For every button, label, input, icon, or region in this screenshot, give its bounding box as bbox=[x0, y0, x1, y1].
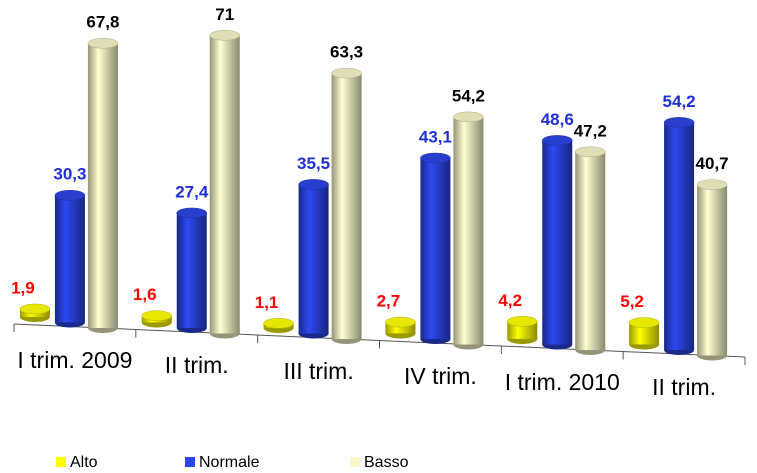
value-label: 54,2 bbox=[663, 92, 696, 111]
legend-swatch bbox=[56, 457, 66, 467]
bar-cap bbox=[87, 38, 119, 49]
value-label: 63,3 bbox=[330, 43, 363, 62]
value-label: 5,2 bbox=[620, 292, 644, 311]
bar bbox=[697, 184, 728, 356]
bar bbox=[664, 122, 695, 351]
x-tick-label: II trim. bbox=[164, 352, 229, 379]
value-label: 2,7 bbox=[377, 292, 401, 311]
value-label: 35,5 bbox=[297, 154, 330, 173]
value-label: 30,3 bbox=[53, 165, 86, 184]
bar-cap bbox=[331, 67, 362, 79]
bar-cap bbox=[542, 135, 573, 146]
bar-cap bbox=[575, 146, 606, 158]
x-tick-label: IV trim. bbox=[403, 363, 477, 390]
bar bbox=[87, 43, 118, 329]
bar-cap bbox=[209, 30, 240, 41]
value-label: 4,2 bbox=[498, 291, 522, 310]
bar-cap bbox=[176, 207, 207, 219]
bar bbox=[420, 158, 451, 340]
legend-swatch bbox=[185, 457, 195, 467]
bar bbox=[542, 140, 573, 345]
value-label: 1,9 bbox=[11, 278, 35, 297]
bar-cap bbox=[141, 310, 172, 321]
bar-cap bbox=[19, 303, 51, 315]
bar-cap bbox=[696, 179, 728, 190]
x-tick-label: I trim. 2010 bbox=[504, 368, 620, 395]
bar-cap bbox=[54, 190, 86, 201]
value-label: 27,4 bbox=[175, 182, 209, 201]
bar-cap bbox=[453, 111, 484, 123]
bar bbox=[298, 184, 329, 334]
legend-label: Basso bbox=[364, 454, 409, 471]
bar-cap bbox=[507, 316, 538, 327]
bar bbox=[54, 195, 85, 323]
bar-cap bbox=[263, 318, 294, 329]
bar bbox=[453, 116, 484, 345]
value-label: 67,8 bbox=[86, 13, 119, 32]
value-label: 40,7 bbox=[696, 154, 729, 173]
x-tick-label: III trim. bbox=[283, 357, 354, 384]
x-tick-label: I trim. 2009 bbox=[17, 346, 133, 373]
bar bbox=[176, 212, 207, 329]
value-label: 71 bbox=[215, 5, 234, 24]
legend-label: Normale bbox=[199, 454, 260, 471]
value-label: 48,6 bbox=[541, 110, 574, 129]
value-label: 43,1 bbox=[419, 127, 452, 146]
bar-cap bbox=[663, 117, 695, 128]
bar-cap bbox=[420, 152, 451, 164]
value-label: 1,6 bbox=[133, 285, 157, 304]
bar bbox=[331, 73, 362, 340]
value-label: 47,2 bbox=[574, 121, 607, 140]
bar bbox=[575, 151, 606, 351]
x-tick-label: II trim. bbox=[652, 374, 717, 401]
bar-cap bbox=[298, 179, 329, 190]
legend-label: Alto bbox=[70, 454, 98, 471]
value-label: 1,1 bbox=[255, 293, 279, 312]
value-label: 54,2 bbox=[452, 86, 485, 105]
bar-cap bbox=[628, 317, 660, 328]
bar bbox=[385, 322, 416, 334]
bar-cap bbox=[385, 316, 416, 328]
bar bbox=[629, 322, 660, 345]
legend-swatch bbox=[350, 457, 360, 467]
bar bbox=[209, 35, 240, 334]
